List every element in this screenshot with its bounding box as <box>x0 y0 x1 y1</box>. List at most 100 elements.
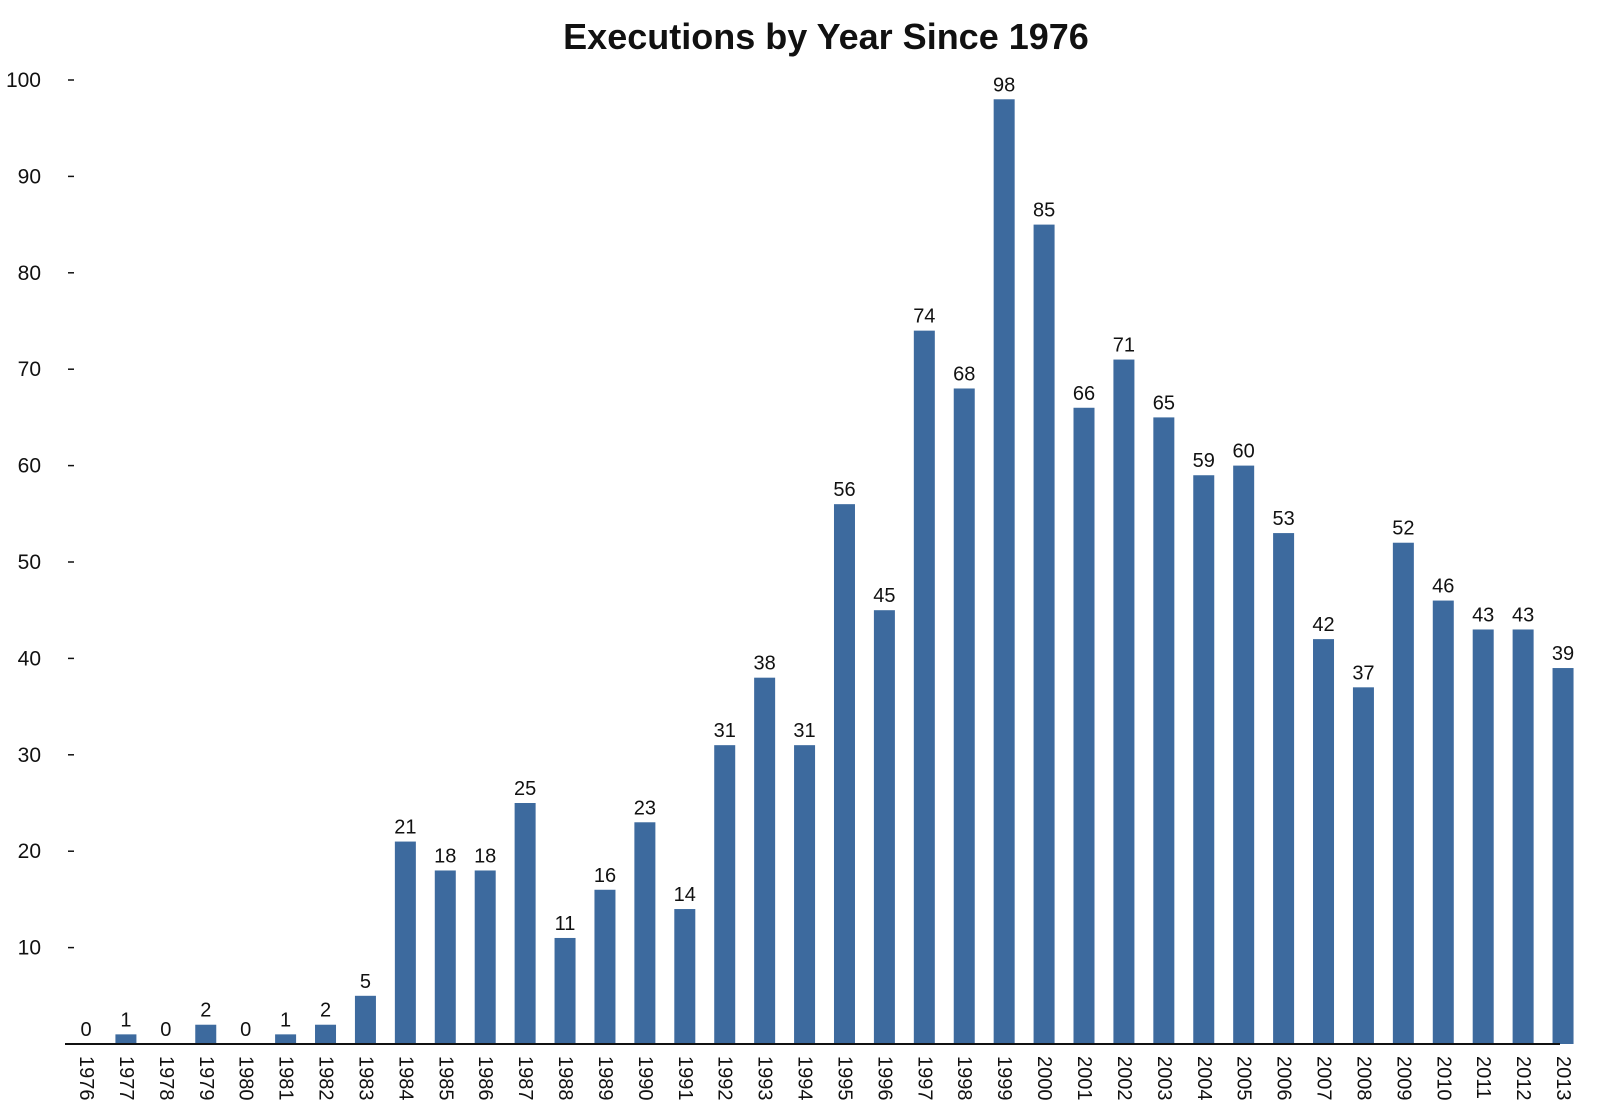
bar-2006 <box>1273 533 1295 1044</box>
x-tick-label-1997: 1997 <box>913 1056 935 1101</box>
x-tick-label-1993: 1993 <box>754 1056 776 1101</box>
data-label-2001: 66 <box>1073 383 1095 405</box>
x-axis: 1976 1977 1978 1979 1980 1981 1982 1983 1984 1985… <box>75 1056 1574 1101</box>
x-tick-label-2000: 2000 <box>1033 1056 1055 1101</box>
data-label-1988: 11 <box>555 913 576 935</box>
x-tick-label-2007: 2007 <box>1313 1056 1335 1101</box>
data-label-2000: 85 <box>1033 200 1055 222</box>
chart-title: Executions by Year Since 1976 <box>563 16 1089 57</box>
data-label-1981: 1 <box>280 1009 291 1031</box>
y-tick-label: 20 <box>18 840 41 863</box>
data-label-2012: 43 <box>1512 604 1534 626</box>
x-tick-label-1982: 1982 <box>315 1056 337 1101</box>
x-tick-label-2002: 2002 <box>1113 1056 1135 1101</box>
data-label-2002: 71 <box>1113 335 1135 357</box>
data-label-2005: 60 <box>1233 441 1255 463</box>
bar-1998 <box>953 388 975 1045</box>
x-tick-label-1994: 1994 <box>794 1056 816 1101</box>
x-tick-label-1991: 1991 <box>674 1056 696 1101</box>
y-tick-label: 30 <box>18 744 41 767</box>
bar-1994 <box>794 745 816 1044</box>
bar-1990 <box>634 822 656 1044</box>
bar-1992 <box>714 745 736 1044</box>
x-tick-label-1978: 1978 <box>155 1056 177 1101</box>
data-label-1977: 1 <box>120 1009 131 1031</box>
bar-1986 <box>474 870 496 1044</box>
data-label-1989: 16 <box>594 865 616 887</box>
bar-2012 <box>1512 629 1534 1044</box>
x-tick-label-1985: 1985 <box>434 1056 456 1101</box>
bar-2004 <box>1193 475 1215 1044</box>
bar-1997 <box>913 330 935 1044</box>
bar-2005 <box>1233 465 1255 1045</box>
bar-1988 <box>554 937 576 1044</box>
x-tick-label-2006: 2006 <box>1273 1056 1295 1101</box>
x-tick-label-1977: 1977 <box>115 1056 137 1101</box>
data-label-1993: 38 <box>754 653 776 675</box>
bar-2001 <box>1073 407 1095 1044</box>
x-tick-label-1995: 1995 <box>833 1056 855 1101</box>
x-tick-label-2011: 2011 <box>1472 1056 1494 1099</box>
bars-group <box>115 99 1574 1045</box>
data-label-1986: 18 <box>474 845 496 867</box>
x-tick-label-1984: 1984 <box>394 1056 416 1101</box>
data-label-1980: 0 <box>240 1019 251 1041</box>
data-label-2003: 65 <box>1153 392 1175 414</box>
x-tick-label-2009: 2009 <box>1392 1056 1414 1101</box>
data-label-2008: 37 <box>1352 662 1374 684</box>
x-tick-label-2003: 2003 <box>1153 1056 1175 1101</box>
x-tick-label-1976: 1976 <box>75 1056 97 1101</box>
y-tick-label: 70 <box>18 358 41 381</box>
data-label-2009: 52 <box>1392 518 1414 540</box>
x-tick-label-1980: 1980 <box>235 1056 257 1101</box>
bar-1987 <box>514 803 536 1044</box>
data-label-1978: 0 <box>160 1019 171 1041</box>
bar-2011 <box>1472 629 1494 1044</box>
y-tick-label: 80 <box>18 262 41 285</box>
data-label-1998: 68 <box>953 363 975 385</box>
x-tick-label-2010: 2010 <box>1432 1056 1454 1101</box>
bar-2002 <box>1113 359 1135 1044</box>
y-tick-label: 60 <box>18 455 41 478</box>
x-tick-label-1996: 1996 <box>873 1056 895 1101</box>
bar-1995 <box>833 504 855 1044</box>
bar-2010 <box>1432 600 1454 1044</box>
data-label-1996: 45 <box>873 585 895 607</box>
y-axis: 10 20 30 40 50 60 70 80 90 100 <box>6 69 74 960</box>
bar-2008 <box>1352 687 1374 1044</box>
bar-2000 <box>1033 224 1055 1045</box>
data-label-2006: 53 <box>1272 508 1294 530</box>
data-label-2004: 59 <box>1193 450 1215 472</box>
x-tick-label-2013: 2013 <box>1552 1056 1574 1101</box>
x-tick-label-1981: 1981 <box>275 1056 297 1101</box>
bar-1983 <box>354 995 376 1044</box>
bar-1993 <box>754 677 776 1044</box>
data-label-1976: 0 <box>80 1019 91 1041</box>
data-label-2010: 46 <box>1432 576 1454 598</box>
bar-2009 <box>1392 542 1414 1044</box>
data-label-1982: 2 <box>320 1000 331 1022</box>
data-label-1991: 14 <box>674 884 696 906</box>
data-label-1983: 5 <box>360 971 371 993</box>
data-label-1999: 98 <box>993 74 1015 96</box>
data-label-1992: 31 <box>714 720 736 742</box>
x-tick-label-1999: 1999 <box>993 1056 1015 1101</box>
bar-1999 <box>993 99 1015 1044</box>
bar-2007 <box>1313 639 1335 1044</box>
x-tick-label-1989: 1989 <box>594 1056 616 1101</box>
data-label-2013: 39 <box>1552 643 1574 665</box>
data-label-1984: 21 <box>394 817 416 839</box>
data-label-1990: 23 <box>634 797 656 819</box>
data-label-1997: 74 <box>913 306 935 328</box>
bar-1979 <box>195 1024 217 1044</box>
bar-1982 <box>315 1024 337 1044</box>
y-tick-label: 90 <box>18 165 41 188</box>
x-tick-label-2012: 2012 <box>1512 1056 1534 1101</box>
data-label-1995: 56 <box>833 479 855 501</box>
y-tick-label: 10 <box>18 937 41 960</box>
bar-1977 <box>115 1034 137 1044</box>
x-tick-label-1992: 1992 <box>714 1056 736 1101</box>
